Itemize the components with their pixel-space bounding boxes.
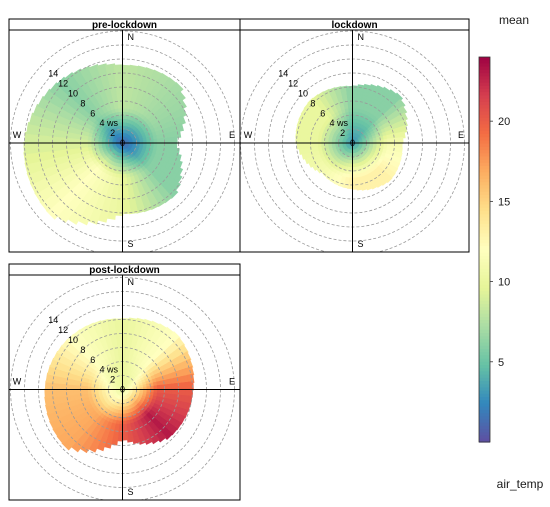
panel-title: lockdown [331,20,377,31]
radial-tick-label: 14 [48,315,58,325]
compass-label-E: E [229,130,235,140]
radial-tick-label: 10 [68,89,78,99]
colorbar-tick-label: 20 [498,116,510,128]
compass-label-N: N [358,32,365,42]
radial-tick-label: 4 ws [329,118,348,128]
radial-tick-label: 12 [288,79,298,89]
radial-tick-label: 8 [310,98,315,108]
compass-label-W: W [13,130,22,140]
panel-title: post-lockdown [89,265,160,276]
compass-labels: N E S W [244,32,464,249]
colorbar-tick-label: 5 [498,357,504,369]
radial-tick-label: 12 [58,325,68,335]
compass-label-W: W [244,130,253,140]
radial-tick-label: 6 [90,355,95,365]
compass-labels: N E S W [13,277,235,497]
colorbar-tick-label: 10 [498,277,510,289]
compass-label-N: N [128,32,135,42]
compass-label-E: E [229,377,235,387]
compass-label-N: N [128,277,135,287]
radial-tick-label: 8 [80,345,85,355]
radial-tick-label: 12 [58,79,68,89]
panel-title: pre-lockdown [92,20,157,31]
radial-tick-label: 10 [68,335,78,345]
colorbar-legend: mean 5 10 15 20 air_temp [478,13,544,491]
compass-label-W: W [13,377,22,387]
radial-tick-label: 2 [110,375,115,385]
radial-tick-label: 8 [80,98,85,108]
radial-tick-label: 4 ws [99,118,118,128]
radial-tick-label: 2 [340,128,345,138]
colorbar-tick-label: 15 [498,196,510,208]
radial-tick-label: 4 ws [99,365,118,375]
radial-tick-label: 0 [120,385,125,395]
colorbar-title: mean [499,13,529,27]
radial-tick-label: 10 [298,89,308,99]
radial-tick-label: 2 [110,128,115,138]
compass-labels: N E S W [13,32,235,249]
compass-label-S: S [128,487,134,497]
colorbar: 5 10 15 20 [478,56,510,443]
radial-tick-label: 0 [120,138,125,148]
compass-label-S: S [358,239,364,249]
polar-surface [295,83,408,191]
colorbar-caption: air_temp [497,477,544,491]
radial-tick-label: 14 [48,69,58,79]
colorbar-frame [478,56,491,443]
radial-tick-label: 0 [350,138,355,148]
compass-label-E: E [458,130,464,140]
radial-tick-label: 14 [278,69,288,79]
panel-border [8,274,241,501]
radial-tick-label: 6 [320,108,325,118]
panel-border [239,29,470,253]
compass-label-S: S [128,239,134,249]
radial-tick-label: 6 [90,108,95,118]
